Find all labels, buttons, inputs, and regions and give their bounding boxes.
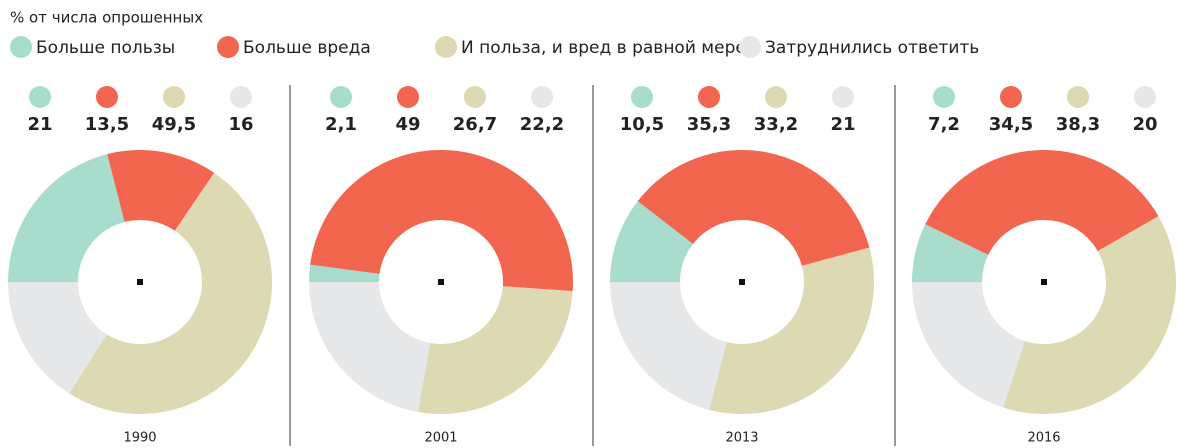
value-label: 26,7	[453, 114, 497, 135]
center-marker	[137, 279, 143, 285]
donut-segment	[69, 172, 273, 415]
legend-swatch	[739, 36, 761, 58]
category-dot	[1000, 86, 1022, 108]
category-dot	[330, 86, 352, 108]
donut-segment	[925, 149, 1159, 255]
value-label: 21	[27, 114, 52, 135]
category-dot	[1067, 86, 1089, 108]
year-label: 2001	[424, 431, 457, 446]
value-label: 35,3	[687, 114, 731, 135]
donut-segment	[709, 247, 874, 414]
category-dot	[631, 86, 653, 108]
legend-swatch	[10, 36, 32, 58]
category-dot	[464, 86, 486, 108]
donut-segment	[610, 201, 694, 282]
category-dot	[698, 86, 720, 108]
category-dot	[531, 86, 553, 108]
value-label: 13,5	[85, 114, 129, 135]
value-label: 49,5	[152, 114, 196, 135]
category-dot	[163, 86, 185, 108]
category-dot	[96, 86, 118, 108]
category-dot	[397, 86, 419, 108]
value-label: 34,5	[989, 114, 1033, 135]
donut-segment	[417, 286, 573, 415]
category-dot	[1134, 86, 1156, 108]
value-label: 49	[395, 114, 420, 135]
value-label: 38,3	[1056, 114, 1100, 135]
donut-segment	[310, 149, 574, 292]
center-marker	[438, 279, 444, 285]
legend-label: Больше пользы	[36, 38, 175, 58]
donut-segment	[610, 282, 727, 410]
value-label: 7,2	[928, 114, 960, 135]
year-label: 2013	[725, 431, 758, 446]
value-label: 20	[1132, 114, 1157, 135]
value-label: 10,5	[620, 114, 664, 135]
donut-segment	[912, 282, 1025, 408]
value-label: 33,2	[754, 114, 798, 135]
donut-segment	[637, 149, 870, 266]
donut-segment	[8, 154, 125, 282]
donut-segment	[309, 264, 380, 282]
donut-segment	[309, 282, 431, 412]
value-label: 21	[830, 114, 855, 135]
category-dot	[765, 86, 787, 108]
category-dot	[230, 86, 252, 108]
donut-segment	[107, 150, 215, 231]
year-label: 2016	[1027, 431, 1060, 446]
donut-segment	[912, 224, 989, 282]
value-label: 2,1	[325, 114, 357, 135]
value-label: 22,2	[520, 114, 564, 135]
year-label: 1990	[123, 431, 156, 446]
note: % от числа опрошенных	[10, 9, 203, 27]
center-marker	[739, 279, 745, 285]
legend-swatch	[435, 36, 457, 58]
category-dot	[29, 86, 51, 108]
donut-segment	[1003, 216, 1176, 414]
legend-label: И польза, и вред в равной мере	[461, 38, 746, 58]
category-dot	[933, 86, 955, 108]
legend-swatch	[217, 36, 239, 58]
center-marker	[1041, 279, 1047, 285]
value-label: 16	[228, 114, 253, 135]
legend-label: Затруднились ответить	[765, 38, 979, 58]
legend-label: Больше вреда	[243, 38, 371, 58]
donut-segment	[7, 282, 107, 394]
category-dot	[832, 86, 854, 108]
